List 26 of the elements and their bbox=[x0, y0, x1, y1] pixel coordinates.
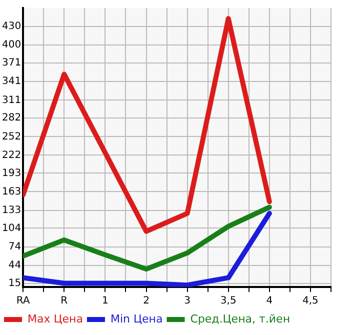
y-tick-label: 104 bbox=[2, 222, 22, 234]
y-tick-label: 133 bbox=[2, 204, 22, 216]
y-tick-label: 222 bbox=[2, 150, 22, 161]
legend-label: Min Цена bbox=[110, 312, 163, 326]
x-tick-label: 3,5 bbox=[220, 296, 236, 307]
x-tick-label: 4,5 bbox=[302, 296, 318, 307]
y-tick-label: 400 bbox=[2, 40, 22, 51]
y-tick-label: 371 bbox=[2, 58, 22, 69]
legend-label: Сред.Цена, т.йен bbox=[190, 312, 290, 326]
y-tick-label: 430 bbox=[2, 21, 22, 32]
y-tick-label: 163 bbox=[2, 186, 22, 198]
y-tick-label: 252 bbox=[2, 131, 22, 142]
y-tick-label: 74 bbox=[8, 241, 22, 252]
y-tick-label: 311 bbox=[2, 94, 22, 106]
y-tick-label: 15 bbox=[8, 278, 22, 289]
x-tick-label: 3 bbox=[184, 296, 190, 307]
x-tick-label: 2 bbox=[143, 296, 150, 307]
x-tick-label: R bbox=[60, 296, 68, 307]
x-tick-label: RA bbox=[16, 296, 30, 307]
y-tick-label: 193 bbox=[2, 168, 22, 179]
x-tick-label: 1 bbox=[102, 296, 108, 307]
y-tick-label: 282 bbox=[2, 112, 22, 124]
x-tick-label: 4 bbox=[266, 296, 273, 307]
y-tick-label: 44 bbox=[8, 260, 22, 271]
y-tick-label: 341 bbox=[2, 76, 22, 88]
legend-label: Max Цена bbox=[28, 312, 83, 326]
